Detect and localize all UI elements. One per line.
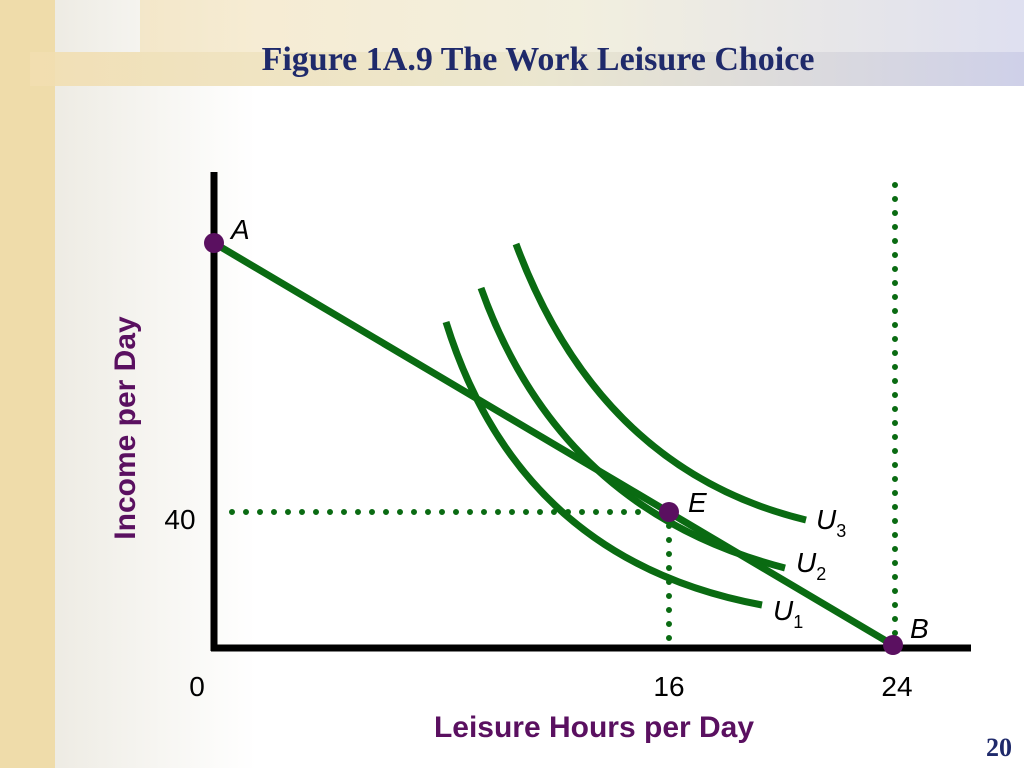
curve-label: U1 — [773, 595, 803, 632]
curve-label: U3 — [816, 504, 846, 541]
curve-subscript: 2 — [816, 564, 826, 584]
curve-subscript: 1 — [793, 612, 803, 632]
point-label: B — [910, 613, 929, 644]
curve-label: U2 — [796, 547, 826, 584]
x-tick-label: 16 — [653, 671, 684, 702]
x-tick-label: 0 — [189, 671, 205, 702]
title: Figure 1A.9 The Work Leisure Choice — [262, 41, 815, 78]
page-number: 20 — [986, 733, 1012, 762]
left-texture-strip — [0, 0, 55, 768]
title-band-top — [140, 0, 1024, 52]
curve-letter: U — [796, 547, 817, 578]
x-tick-label: 24 — [881, 671, 912, 702]
title-band — [30, 52, 1024, 86]
point-e — [659, 502, 679, 522]
budget-line — [212, 239, 895, 649]
y-axis-label: Income per Day — [109, 316, 142, 540]
point-label: A — [229, 214, 250, 245]
curve-letter: U — [816, 504, 837, 535]
y-tick-label: 40 — [164, 504, 195, 535]
x-axis-label: Leisure Hours per Day — [434, 711, 754, 744]
point-a — [204, 233, 224, 253]
curve-letter: U — [773, 595, 794, 626]
indifference-curve-u3 — [512, 242, 807, 524]
point-label: E — [688, 487, 707, 518]
indifference-curve-u1 — [442, 320, 763, 609]
point-b — [883, 635, 903, 655]
curve-subscript: 3 — [836, 521, 846, 541]
